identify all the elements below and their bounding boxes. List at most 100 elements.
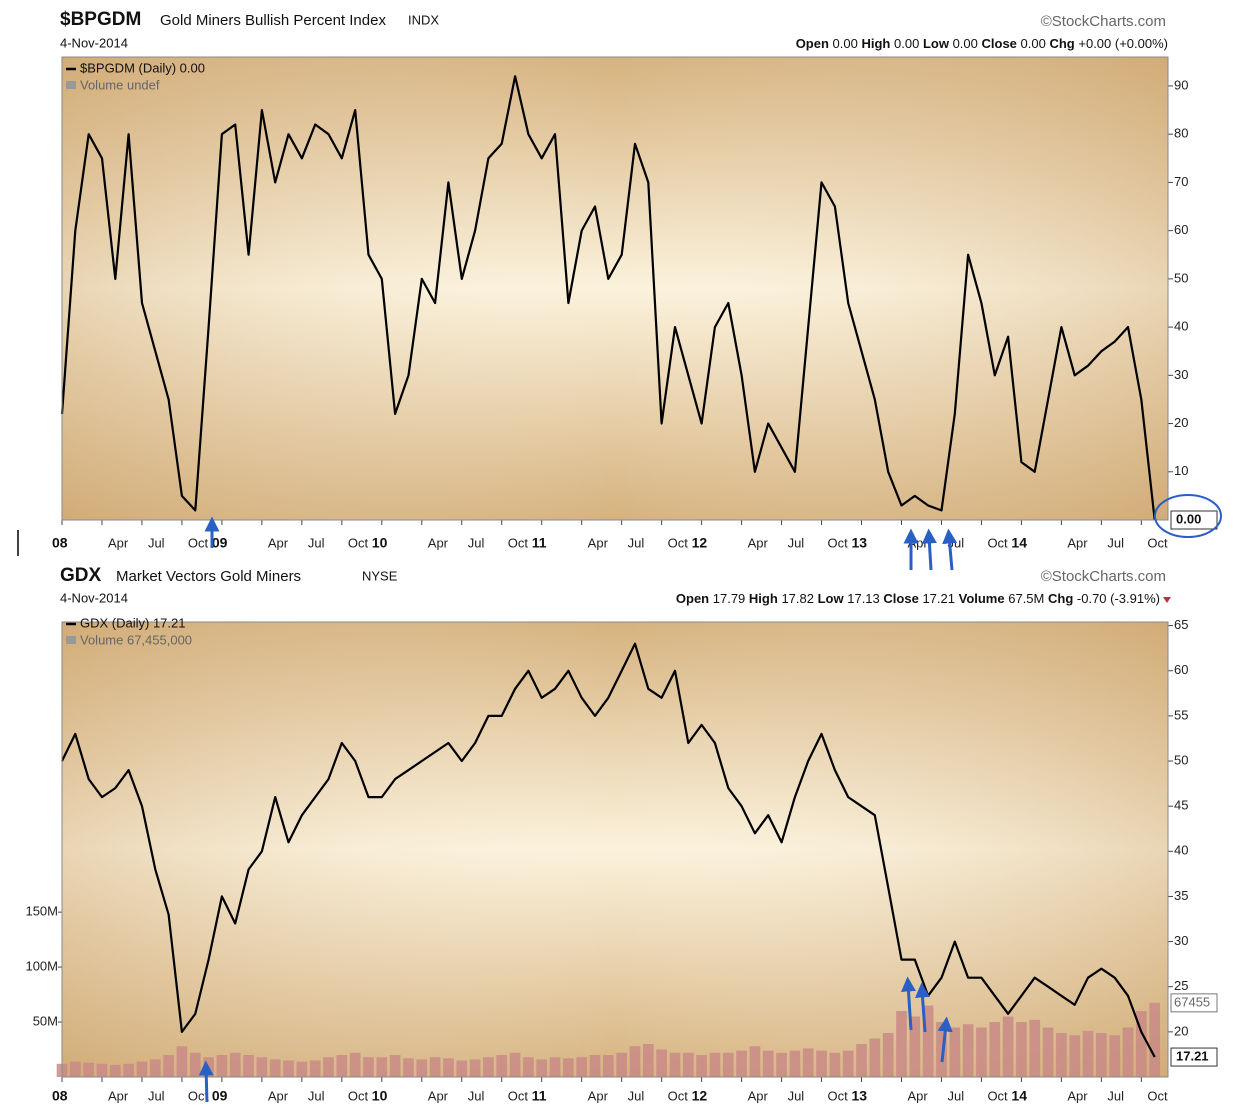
- volume-bar: [336, 1055, 348, 1077]
- stat-label: Chg: [1048, 591, 1073, 606]
- x-tick-label: Jul: [1107, 1088, 1124, 1103]
- volume-bar: [709, 1052, 721, 1077]
- stat-label: Chg: [1049, 36, 1074, 51]
- volume-bar: [909, 1016, 921, 1077]
- stat-value: -0.70 (-3.91%): [1077, 591, 1160, 606]
- plot-frame: [61, 621, 1169, 1078]
- stat-value: 17.79: [713, 591, 746, 606]
- stat-label: Low: [818, 591, 845, 606]
- price-line: [60, 75, 1156, 521]
- x-tick-label: Oct: [828, 535, 849, 550]
- y-tick-label: 35: [1174, 888, 1188, 903]
- legend-main: GDX (Daily) 17.21: [80, 615, 185, 630]
- volume-bar: [869, 1038, 881, 1077]
- symbol: $BPGDM: [60, 9, 141, 30]
- volume-bar: [1042, 1027, 1054, 1077]
- x-tick-label: Oct: [668, 1088, 689, 1103]
- symbol: GDX: [60, 565, 102, 586]
- x-tick-label: 13: [852, 535, 868, 551]
- date: 4-Nov-2014: [60, 35, 128, 50]
- price-line: [61, 642, 1156, 1058]
- volume-bar: [1096, 1033, 1107, 1077]
- x-tick-label: 14: [1011, 535, 1027, 551]
- y-tick-label: 30: [1174, 367, 1188, 382]
- x-tick-label: Apr: [1067, 535, 1088, 550]
- arrow: [942, 528, 958, 571]
- y2-tick-label: 150M: [25, 904, 58, 919]
- x-tick-label: 12: [692, 535, 708, 551]
- volume-bar: [323, 1057, 334, 1077]
- volume-bar: [1082, 1030, 1094, 1077]
- x-tick-label: Oct: [1147, 1088, 1168, 1103]
- stat-label: Close: [883, 591, 918, 606]
- x-tick-label: Oct: [508, 535, 529, 550]
- x-tick-label: Apr: [588, 1088, 609, 1103]
- volume-bar: [989, 1022, 1001, 1077]
- volume-bar: [456, 1060, 468, 1077]
- date: 4-Nov-2014: [60, 590, 128, 605]
- plot-frame: [61, 56, 1169, 521]
- y-tick-label: 80: [1174, 126, 1188, 141]
- x-tick-label: Apr: [588, 535, 609, 550]
- volume-bar: [216, 1055, 228, 1077]
- last-value-box: [1170, 510, 1218, 530]
- x-tick-label: Apr: [428, 535, 449, 550]
- volume-bar: [922, 1005, 934, 1077]
- x-tick-label: 09: [212, 535, 228, 551]
- y2-tick-label: 50M: [33, 1013, 58, 1028]
- y-tick-label: 90: [1174, 77, 1188, 92]
- last-volume-label: 67455: [1174, 994, 1210, 1009]
- exchange: INDX: [408, 12, 439, 27]
- x-tick-label: Oct: [987, 535, 1008, 550]
- volume-bar: [789, 1050, 801, 1077]
- x-tick-label: 10: [372, 1088, 388, 1104]
- x-tick-label: 10: [372, 535, 388, 551]
- volume-bar: [109, 1064, 121, 1077]
- volume-bar: [149, 1059, 161, 1077]
- y-tick-label: 70: [1174, 174, 1188, 189]
- volume-bar: [656, 1049, 667, 1077]
- volume-bar: [962, 1024, 974, 1077]
- x-tick-label: Jul: [788, 535, 805, 550]
- volume-bar: [576, 1057, 588, 1077]
- volume-bar: [483, 1057, 494, 1077]
- stat-value: 17.21: [922, 591, 955, 606]
- volume-bar: [776, 1052, 787, 1077]
- last-value-label: 0.00: [1176, 511, 1201, 526]
- x-tick-label: Apr: [108, 1088, 129, 1103]
- legend-volume: Volume undef: [80, 77, 160, 92]
- volume-bar: [1016, 1022, 1027, 1077]
- x-tick-label: 11: [532, 1088, 547, 1104]
- volume-bar: [1002, 1016, 1014, 1077]
- x-tick-label: Apr: [748, 1088, 769, 1103]
- arrow: [901, 976, 916, 1031]
- volume-bar: [269, 1059, 281, 1077]
- y-tick-label: 20: [1174, 415, 1188, 430]
- stat-label: Open: [796, 36, 829, 51]
- volume-bar: [696, 1055, 707, 1077]
- volume-bar: [229, 1052, 241, 1077]
- x-tick-label: Oct: [348, 535, 369, 550]
- x-tick-label: Oct: [668, 535, 689, 550]
- volume-bar: [509, 1052, 521, 1077]
- volume-bar: [616, 1052, 627, 1077]
- legend-main: $BPGDM (Daily) 0.00: [80, 60, 205, 75]
- volume-bar: [949, 1027, 961, 1077]
- x-tick-label: Apr: [268, 1088, 289, 1103]
- x-tick-label: Jul: [628, 535, 645, 550]
- y-tick-label: 30: [1174, 933, 1188, 948]
- volume-bar: [549, 1057, 561, 1077]
- volume-bar: [163, 1055, 174, 1077]
- header-stats: Open 0.00 High 0.00 Low 0.00 Close 0.00 …: [796, 36, 1168, 51]
- x-tick-label: Oct: [508, 1088, 529, 1103]
- x-tick-label: Jul: [628, 1088, 645, 1103]
- volume-bar: [443, 1058, 454, 1077]
- volume-bar: [976, 1027, 987, 1077]
- x-tick-label: Oct: [987, 1088, 1008, 1103]
- x-tick-label: Apr: [748, 535, 769, 550]
- stat-value: 17.82: [781, 591, 814, 606]
- arrow: [915, 982, 931, 1033]
- stat-label: High: [749, 591, 778, 606]
- volume-bar: [736, 1050, 747, 1077]
